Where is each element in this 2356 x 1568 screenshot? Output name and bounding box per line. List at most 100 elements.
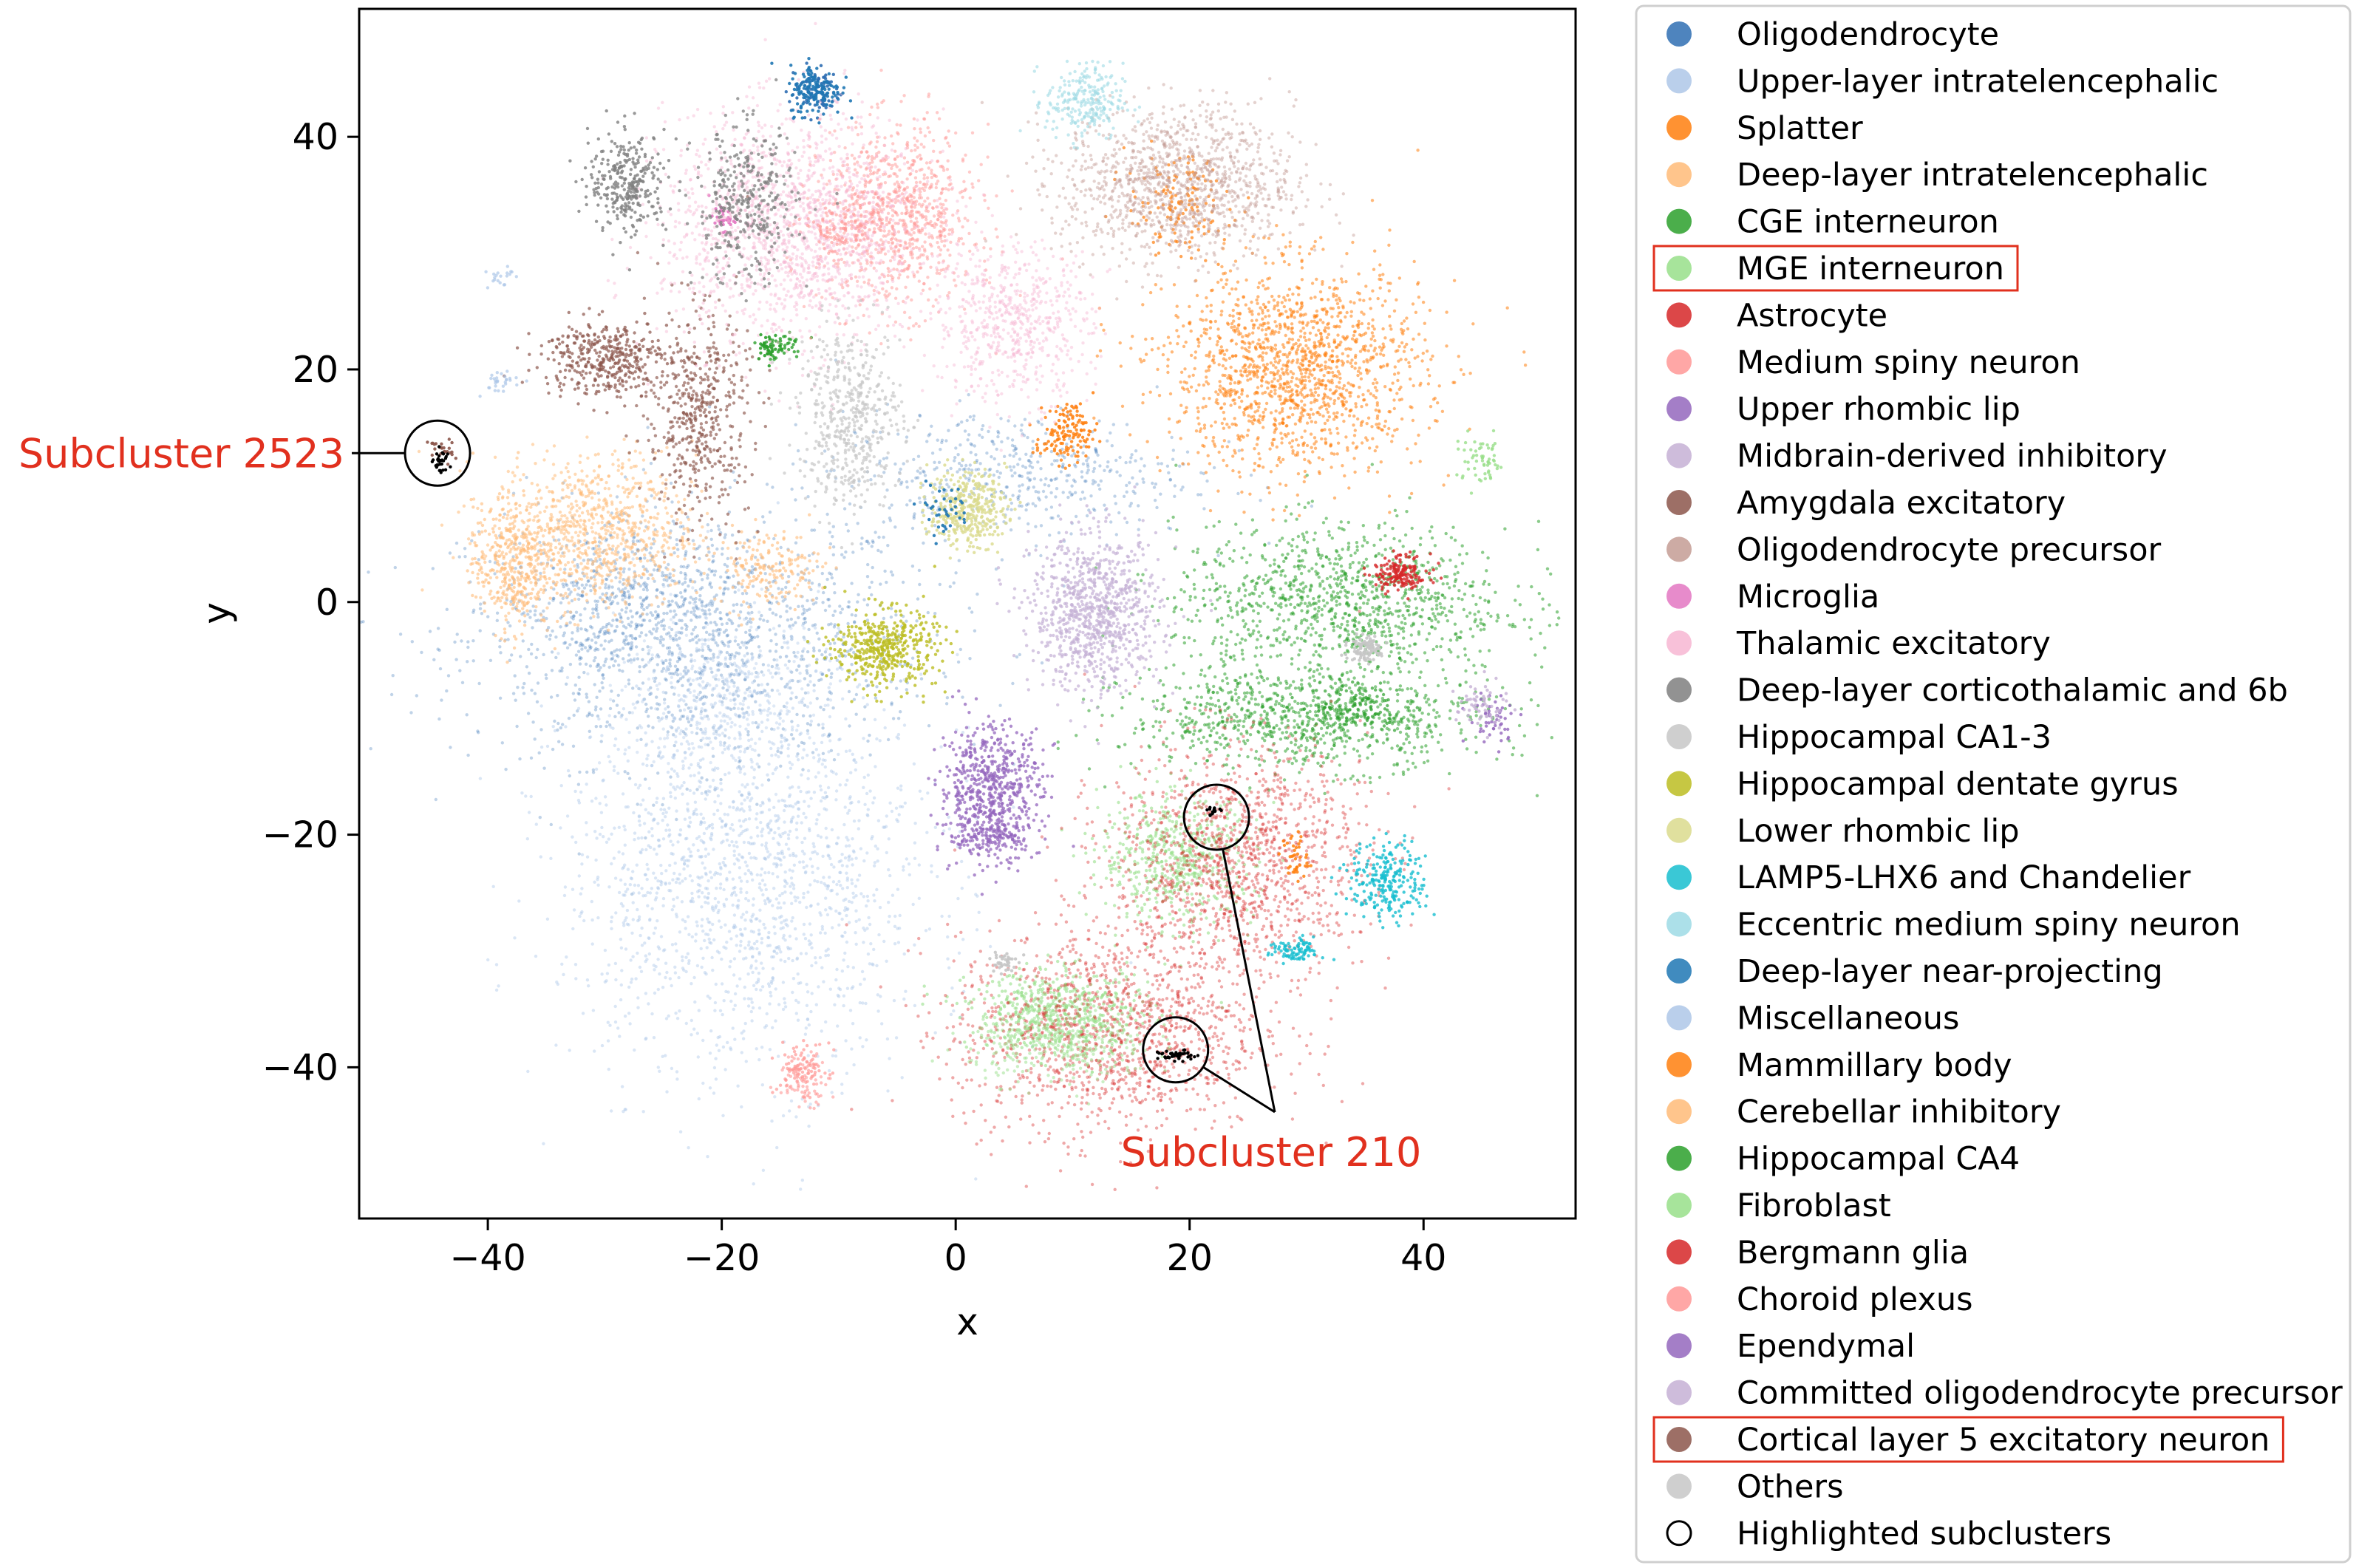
point — [720, 640, 724, 644]
point — [650, 740, 654, 743]
point — [1348, 394, 1352, 398]
point — [644, 959, 647, 964]
point — [790, 637, 794, 641]
point — [735, 547, 739, 550]
point — [652, 803, 656, 807]
point — [873, 861, 877, 865]
point — [708, 684, 712, 687]
point — [824, 774, 828, 778]
point — [621, 792, 625, 796]
point — [691, 714, 695, 718]
point — [760, 879, 765, 882]
point — [1170, 350, 1174, 354]
point — [787, 659, 791, 663]
point — [733, 746, 737, 750]
point — [1085, 514, 1089, 518]
point — [672, 756, 676, 760]
point — [1080, 470, 1084, 474]
point — [701, 1081, 705, 1085]
point — [732, 656, 737, 660]
point — [597, 761, 602, 765]
point — [509, 600, 513, 604]
point — [670, 1066, 674, 1071]
point — [794, 621, 797, 624]
point — [656, 613, 660, 617]
point — [605, 577, 609, 582]
point — [789, 697, 793, 701]
point — [658, 641, 663, 645]
point — [719, 802, 723, 805]
point — [874, 531, 877, 534]
point — [588, 735, 593, 739]
point — [1222, 272, 1225, 276]
point — [764, 841, 769, 845]
point — [886, 544, 890, 548]
point — [1301, 364, 1304, 367]
point — [675, 749, 679, 753]
point — [988, 944, 993, 949]
point — [760, 827, 765, 831]
point — [1196, 344, 1201, 348]
point — [656, 919, 659, 923]
point — [712, 573, 717, 577]
point — [539, 571, 542, 576]
point — [701, 737, 705, 740]
point — [694, 933, 698, 936]
point — [1344, 435, 1348, 439]
point — [745, 828, 749, 832]
point — [912, 514, 916, 518]
point — [1106, 465, 1109, 468]
point — [716, 655, 720, 659]
point — [1000, 558, 1004, 562]
point — [631, 918, 635, 921]
point — [681, 792, 684, 796]
point — [711, 726, 715, 729]
point — [1237, 470, 1241, 474]
point — [803, 852, 806, 856]
point — [777, 901, 781, 905]
point — [640, 623, 644, 627]
point — [785, 655, 789, 658]
point — [645, 757, 649, 761]
point — [772, 627, 776, 630]
point — [844, 550, 848, 554]
point — [1023, 417, 1027, 421]
point — [531, 604, 535, 608]
point — [804, 816, 808, 819]
point — [1040, 423, 1044, 426]
point — [814, 596, 819, 600]
point — [603, 948, 607, 952]
point — [661, 819, 664, 822]
point — [632, 583, 636, 587]
point — [771, 978, 775, 982]
point — [1027, 522, 1030, 526]
point — [797, 616, 800, 620]
point — [599, 630, 602, 633]
point — [710, 543, 715, 548]
point — [504, 768, 508, 771]
point — [684, 671, 688, 675]
point — [699, 947, 703, 951]
point — [769, 746, 773, 751]
point — [662, 808, 667, 812]
point — [1099, 323, 1103, 327]
point — [805, 608, 809, 613]
point — [655, 588, 658, 592]
point — [740, 802, 743, 805]
point — [899, 662, 902, 667]
point — [960, 886, 964, 890]
point — [516, 686, 520, 689]
point — [677, 705, 681, 709]
point — [550, 650, 554, 654]
point — [939, 745, 943, 749]
point — [673, 871, 676, 876]
point — [1231, 468, 1235, 473]
point — [565, 583, 569, 587]
point — [777, 799, 781, 803]
point — [859, 542, 863, 546]
point — [829, 769, 834, 773]
point — [690, 618, 693, 622]
point — [772, 887, 776, 890]
point — [1016, 496, 1020, 500]
point — [695, 678, 698, 681]
